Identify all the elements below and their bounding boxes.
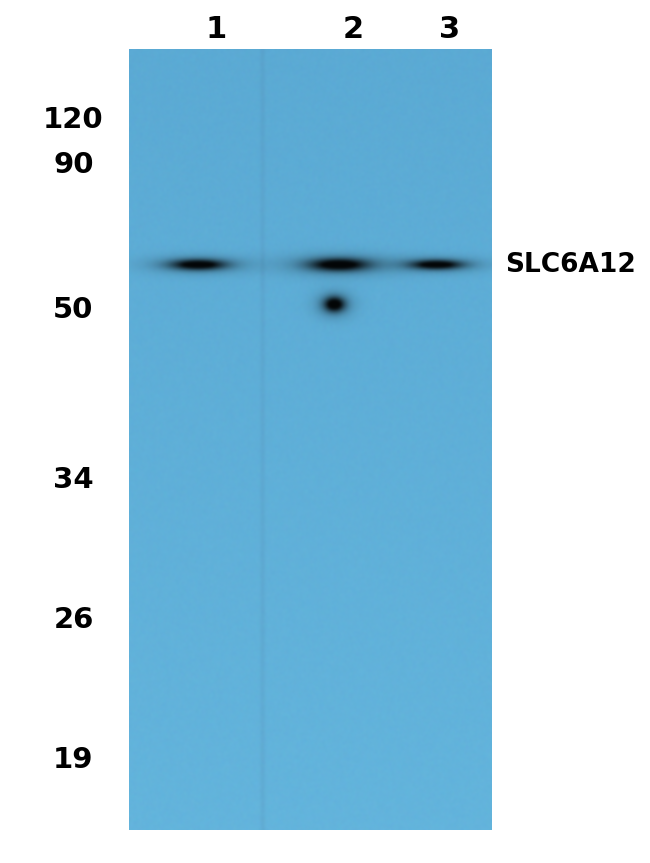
Text: 2: 2	[343, 16, 364, 45]
Text: SLC6A12: SLC6A12	[505, 252, 636, 278]
Text: 3: 3	[439, 16, 460, 45]
Text: 26: 26	[53, 606, 94, 634]
Text: 90: 90	[53, 151, 94, 179]
Text: 120: 120	[43, 106, 104, 134]
Text: 1: 1	[205, 16, 226, 45]
Text: 50: 50	[53, 296, 94, 324]
Text: 34: 34	[53, 466, 94, 494]
Text: 19: 19	[53, 746, 94, 774]
